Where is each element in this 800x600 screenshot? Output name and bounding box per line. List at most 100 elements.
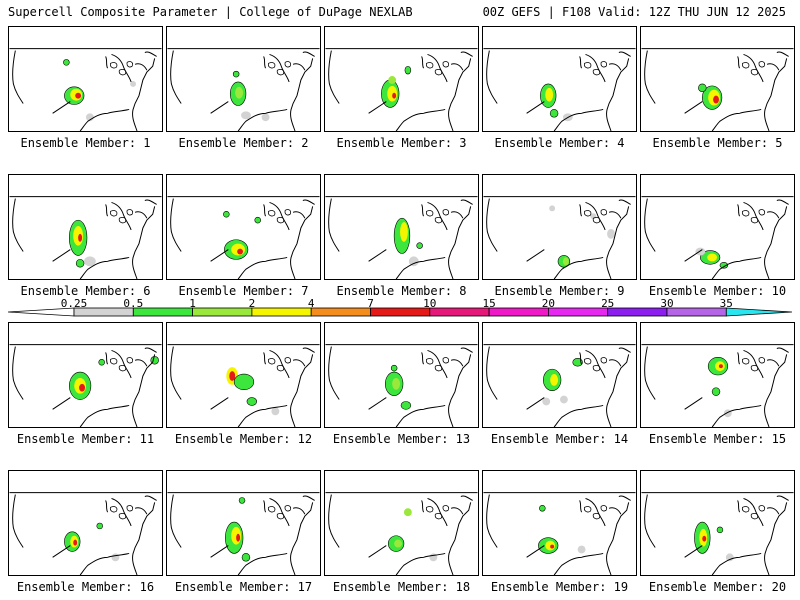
ensemble-map-1	[8, 26, 163, 132]
ensemble-member-label: Ensemble Member: 10	[648, 284, 787, 298]
great-lake-outline	[583, 506, 592, 513]
great-lake-outline	[276, 69, 285, 76]
great-lake-outline	[583, 210, 592, 217]
great-lake-outline	[600, 357, 607, 364]
great-lake-outline	[267, 358, 276, 365]
ensemble-member-label: Ensemble Member: 8	[336, 284, 467, 298]
ensemble-map-4	[482, 26, 637, 132]
basemap-outline	[641, 48, 794, 131]
colorbar-tick-label: 2	[248, 297, 256, 310]
great-lake-outline	[600, 61, 607, 68]
colorbar-tick-label: 0.25	[60, 297, 88, 310]
map-svg	[167, 48, 320, 131]
map-svg	[483, 492, 636, 575]
scp-contour	[75, 259, 85, 268]
great-lake-outline	[600, 505, 607, 512]
basemap-outline	[167, 492, 320, 575]
map-svg	[167, 344, 320, 427]
scp-contour	[716, 526, 724, 534]
ensemble-map-11	[8, 322, 163, 428]
basemap-outline	[483, 492, 636, 575]
ensemble-map-18	[324, 470, 479, 576]
map-svg	[641, 492, 794, 575]
map-svg	[9, 344, 162, 427]
great-lake-outline	[434, 69, 443, 76]
ensemble-map-15	[640, 322, 795, 428]
scp-contour	[545, 87, 554, 102]
ensemble-member-label: Ensemble Member: 9	[494, 284, 625, 298]
great-lake-outline	[758, 505, 765, 512]
scp-contour	[725, 553, 734, 562]
scp-contour	[549, 205, 556, 212]
map-svg	[9, 196, 162, 279]
great-lake-outline	[425, 210, 434, 217]
basemap-outline	[9, 344, 162, 427]
scp-contour	[539, 505, 546, 512]
map-svg	[9, 492, 162, 575]
great-lake-outline	[750, 217, 759, 224]
great-lake-outline	[434, 513, 443, 520]
ensemble-member-label: Ensemble Member: 15	[648, 432, 787, 446]
great-lake-outline	[109, 506, 118, 513]
colorbar-segment	[488, 307, 549, 317]
basemap-outline	[483, 48, 636, 131]
great-lake-outline	[442, 61, 449, 68]
scp-contour	[390, 364, 398, 372]
scp-contour	[713, 95, 719, 104]
great-lake-outline	[267, 506, 276, 513]
colorbar-segment	[310, 307, 371, 317]
scp-contour	[549, 109, 559, 118]
scp-contour	[236, 533, 241, 542]
colorbar-tick-label: 35	[719, 297, 733, 310]
great-lake-outline	[434, 217, 443, 224]
basemap-outline	[641, 344, 794, 427]
scp-contour	[416, 242, 423, 249]
ensemble-map-5	[640, 26, 795, 132]
colorbar-tick-label: 25	[601, 297, 615, 310]
scp-contour	[241, 553, 251, 562]
basemap-outline	[483, 344, 636, 427]
basemap-outline	[167, 48, 320, 131]
colorbar-segment	[607, 307, 668, 317]
scp-contour	[98, 359, 105, 366]
ensemble-map-6	[8, 174, 163, 280]
great-lake-outline	[741, 62, 750, 69]
ensemble-member-label: Ensemble Member: 5	[652, 136, 783, 150]
ensemble-member-label: Ensemble Member: 13	[332, 432, 471, 446]
scp-contour	[400, 401, 412, 410]
basemap-outline	[167, 196, 320, 279]
basemap-outline	[9, 48, 162, 131]
scp-contour	[238, 497, 246, 504]
scp-contour	[96, 522, 103, 530]
ensemble-member-label: Ensemble Member: 7	[178, 284, 309, 298]
scp-contour	[550, 544, 555, 549]
great-lake-outline	[267, 210, 276, 217]
colorbar-segment	[370, 307, 431, 317]
scp-contour	[233, 373, 255, 391]
scp-contour	[392, 377, 401, 390]
colorbar-segment	[666, 307, 727, 317]
ensemble-map-8	[324, 174, 479, 280]
ensemble-member-label: Ensemble Member: 18	[332, 580, 471, 594]
scp-contour	[223, 211, 230, 218]
map-svg	[325, 48, 478, 131]
great-lake-outline	[600, 209, 607, 216]
colorbar-segment	[429, 307, 490, 317]
great-lake-outline	[583, 62, 592, 69]
scp-contour	[75, 92, 82, 99]
great-lake-outline	[583, 358, 592, 365]
scp-contour	[111, 553, 120, 562]
map-svg	[641, 196, 794, 279]
great-lake-outline	[276, 217, 285, 224]
ensemble-member-label: Ensemble Member: 16	[16, 580, 155, 594]
run-valid-time: 00Z GEFS | F108 Valid: 12Z THU JUN 12 20…	[482, 5, 786, 19]
scp-contour	[232, 70, 240, 78]
great-lake-outline	[758, 209, 765, 216]
ensemble-member-label: Ensemble Member: 17	[174, 580, 313, 594]
great-lake-outline	[109, 62, 118, 69]
scp-contour	[723, 409, 732, 418]
scp-contour	[254, 216, 261, 224]
great-lake-outline	[284, 209, 291, 216]
map-svg	[9, 48, 162, 131]
scp-contour	[84, 256, 96, 267]
